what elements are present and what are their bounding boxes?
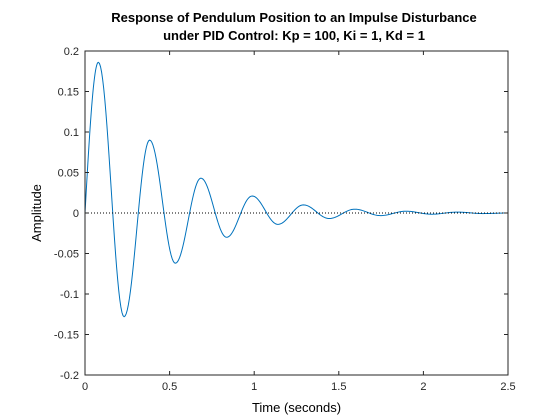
series-layer [84, 61, 508, 318]
y-tick-label: 0 [73, 208, 79, 220]
y-tick-label: 0.2 [64, 46, 79, 58]
y-tick-label: 0.15 [58, 87, 79, 99]
y-tick-label: -0.05 [54, 249, 79, 261]
series-point [148, 139, 151, 142]
chart-title-line-1: Response of Pendulum Position to an Impu… [111, 10, 477, 25]
plot-area [85, 51, 508, 375]
y-axis-label: Amplitude [29, 184, 44, 242]
series-point [174, 262, 177, 265]
x-axis-label: Time (seconds) [252, 400, 341, 415]
y-tick-label: 0.05 [58, 168, 79, 180]
series-point [251, 194, 254, 197]
y-tick-label: -0.1 [60, 289, 79, 301]
series-point [404, 210, 407, 213]
x-tick-label: 2 [420, 381, 426, 393]
series-point [97, 61, 100, 64]
x-tick-label: 0.5 [162, 381, 177, 393]
y-tick-label: -0.15 [54, 330, 79, 342]
series-point [123, 315, 126, 318]
x-tick-label: 0 [82, 381, 88, 393]
series-point [199, 177, 202, 180]
series-point [276, 223, 279, 226]
x-axis: 0 0.5 1 1.5 2 2.5 [82, 51, 516, 393]
x-tick-label: 1 [251, 381, 257, 393]
series-point [353, 208, 356, 211]
series-point [302, 203, 305, 206]
y-axis: -0.2 -0.15 -0.1 -0.05 0 0.05 0.1 0.15 0.2 [54, 46, 508, 382]
series-line [84, 61, 508, 318]
series-point [225, 236, 228, 239]
x-tick-label: 1.5 [331, 381, 346, 393]
series-point [379, 214, 382, 217]
y-tick-label: 0.1 [64, 127, 79, 139]
y-tick-label: -0.2 [60, 370, 79, 382]
chart-title-line-2: under PID Control: Kp = 100, Ki = 1, Kd … [163, 28, 425, 43]
series-point [328, 217, 331, 220]
x-tick-label: 2.5 [500, 381, 515, 393]
